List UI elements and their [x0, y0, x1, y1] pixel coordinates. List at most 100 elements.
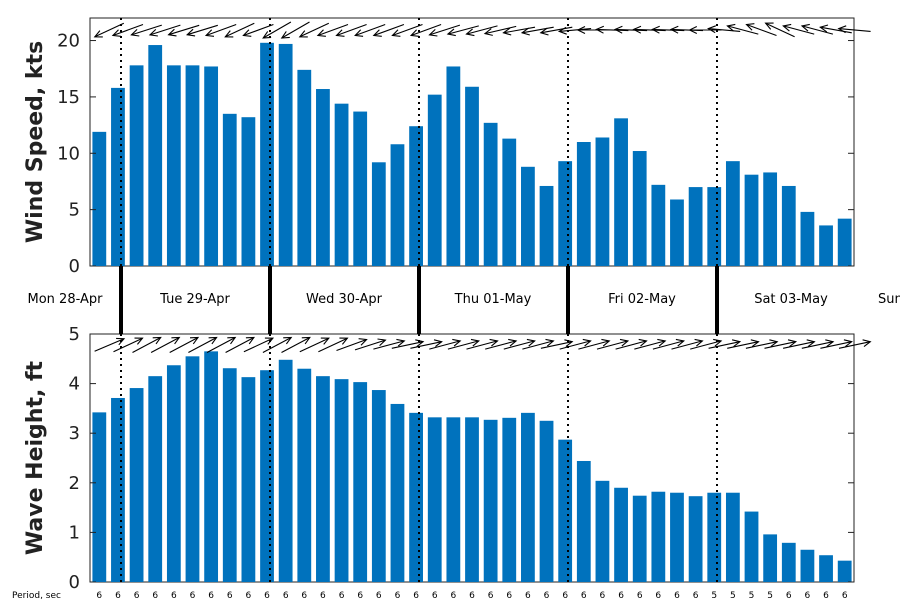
wind-direction-arrow [204, 23, 237, 37]
wave-bar [688, 496, 703, 582]
period-value: 6 [562, 591, 568, 600]
wave-direction-arrow [596, 338, 630, 350]
wind-direction-arrow [446, 25, 479, 37]
wave-direction-arrow [503, 338, 536, 350]
wind-direction-arrow [130, 24, 162, 37]
period-value: 6 [655, 591, 661, 600]
wave-direction-arrow [94, 337, 126, 352]
wind-direction-arrow [428, 24, 461, 37]
period-value: 6 [413, 591, 419, 600]
period-value: 6 [115, 591, 121, 600]
wind-direction-arrow [726, 23, 759, 35]
wave-direction-arrow [838, 339, 872, 349]
wind-bar [204, 66, 219, 266]
wind-direction-arrow [764, 22, 795, 38]
wind-bar [427, 94, 442, 267]
wind-bar [725, 161, 740, 266]
wave-bar [297, 368, 312, 582]
period-value: 6 [525, 591, 531, 600]
wind-bar [92, 131, 107, 266]
period-value: 6 [301, 591, 307, 600]
period-value: 6 [283, 591, 289, 600]
wind-direction-arrow [782, 23, 815, 35]
wind-direction-arrow [335, 23, 367, 37]
wave-bar [781, 542, 796, 582]
wave-direction-arrow [299, 337, 330, 353]
period-value: 5 [749, 591, 755, 600]
wave-bar [92, 412, 107, 582]
wind-bar [241, 117, 256, 266]
wind-bar [353, 111, 368, 266]
wave-bar [185, 356, 200, 582]
day-label: Tue 29-Apr [159, 292, 230, 307]
wind-bar [670, 199, 684, 266]
wind-direction-arrow [262, 21, 292, 39]
wave-bar [595, 480, 610, 582]
wind-ylabel: Wind Speed, kts [23, 41, 48, 243]
period-value: 6 [451, 591, 457, 600]
wave-direction-arrow [354, 338, 387, 351]
wave-direction-arrow [225, 336, 256, 353]
wave-direction-arrow [671, 338, 704, 350]
wave-direction-arrow [652, 338, 686, 350]
wind-bar [409, 126, 423, 266]
wind-direction-arrow [632, 25, 666, 34]
wind-direction-arrow [539, 26, 573, 36]
wave-direction-arrow [540, 339, 574, 349]
wind-direction-arrow [372, 23, 405, 37]
wave-direction-arrow [559, 338, 592, 350]
wind-direction-arrow [613, 25, 648, 34]
period-value: 6 [506, 591, 512, 600]
wind-direction-arrow [167, 24, 200, 37]
wind-bar [595, 137, 610, 266]
period-value: 6 [637, 591, 643, 600]
period-value: 6 [376, 591, 382, 600]
wind-direction-arrow [409, 23, 442, 37]
wave-bar [390, 403, 405, 582]
wave-bar [222, 368, 237, 582]
wave-bar [427, 417, 442, 582]
period-value: 6 [264, 591, 270, 600]
wind-ytick-label: 10 [57, 143, 80, 164]
wind-bar [446, 66, 461, 266]
period-value: 6 [469, 591, 475, 600]
period-value: 6 [357, 591, 363, 600]
wind-direction-arrow [242, 23, 274, 37]
wind-bar [502, 138, 517, 266]
wave-ytick-label: 2 [69, 473, 80, 494]
wind-bar [185, 65, 200, 266]
wave-bar [651, 491, 666, 582]
wave-direction-arrow [410, 339, 443, 349]
wind-direction-arrow [520, 26, 554, 36]
wind-direction-arrow [354, 23, 386, 37]
wind-ytick-label: 20 [57, 31, 80, 52]
wave-bar [129, 388, 144, 582]
wave-bar [837, 560, 852, 582]
wave-ytick-label: 3 [69, 423, 80, 444]
wind-direction-arrow [111, 23, 144, 37]
day-label: Thu 01-May [454, 292, 532, 307]
day-label: Sun [878, 292, 900, 307]
wind-direction-arrow [651, 25, 685, 34]
wave-bar [502, 417, 517, 582]
wave-bar [819, 555, 833, 582]
wind-bar [371, 162, 386, 266]
wave-direction-arrow [764, 339, 798, 349]
wave-direction-arrow [113, 337, 144, 353]
wind-bar [260, 42, 274, 266]
wave-direction-arrow [169, 336, 200, 353]
wind-bar [521, 166, 535, 266]
wave-bar [576, 460, 591, 582]
wave-bar [614, 487, 628, 582]
wave-bar [725, 492, 740, 582]
wind-bar [539, 185, 554, 266]
wind-bar [763, 172, 778, 266]
period-value: 6 [171, 591, 177, 600]
period-value: 6 [96, 591, 102, 600]
wind-bar [465, 86, 479, 266]
wind-direction-arrow [837, 25, 871, 34]
wind-bar [558, 161, 573, 266]
period-label: Period, sec [12, 591, 61, 600]
